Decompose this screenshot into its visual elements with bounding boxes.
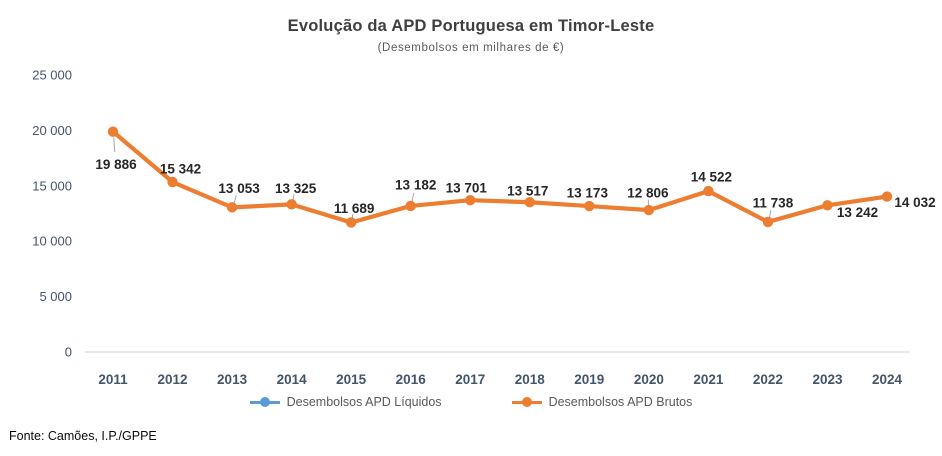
y-axis-label: 15 000 xyxy=(32,178,72,193)
source-note: Fonte: Camões, I.P./GPPE xyxy=(9,429,157,443)
data-point xyxy=(167,176,178,188)
x-axis-label: 2012 xyxy=(158,372,188,387)
data-label: 14 032 xyxy=(894,195,935,210)
data-label: 13 053 xyxy=(218,181,260,196)
data-point xyxy=(226,202,238,213)
data-point xyxy=(286,199,297,210)
data-label: 12 806 xyxy=(627,186,669,201)
leader-line xyxy=(233,195,237,205)
leader-line xyxy=(113,137,116,153)
x-axis-label: 2023 xyxy=(812,372,843,387)
y-axis-label: 5 000 xyxy=(39,289,72,304)
data-label: 13 173 xyxy=(567,186,609,201)
legend-label-liquidos: Desembolsos APD Líquidos xyxy=(286,395,442,409)
x-axis-label: 2024 xyxy=(872,372,903,387)
data-point xyxy=(405,200,416,212)
line-with-dot-marker-icon xyxy=(249,397,280,407)
y-axis-label: 10 000 xyxy=(32,234,72,249)
data-label: 11 738 xyxy=(753,195,794,210)
legend: Desembolsos APD Líquidos Desembolsos APD… xyxy=(0,395,942,409)
legend-item-liquidos: Desembolsos APD Líquidos xyxy=(249,395,442,409)
series-line-brutos xyxy=(110,129,890,225)
x-axis-label: 2015 xyxy=(336,372,367,387)
y-axis-label: 20 000 xyxy=(32,123,72,138)
data-point xyxy=(107,126,119,137)
x-axis-label: 2018 xyxy=(515,372,546,387)
data-label: 11 689 xyxy=(334,201,375,216)
x-axis-label: 2014 xyxy=(277,372,308,387)
data-label: 15 342 xyxy=(160,162,201,177)
data-label: 13 701 xyxy=(446,181,488,196)
legend-label-brutos: Desembolsos APD Brutos xyxy=(548,395,693,409)
x-axis-label: 2020 xyxy=(634,372,664,387)
y-axis-label: 0 xyxy=(65,345,72,360)
data-label: 14 522 xyxy=(691,170,732,185)
x-axis-label: 2016 xyxy=(396,372,427,387)
x-axis-label: 2013 xyxy=(217,372,248,387)
data-label: 19 886 xyxy=(95,157,137,172)
x-axis-label: 2019 xyxy=(574,372,604,387)
data-point xyxy=(345,217,357,228)
data-point xyxy=(643,204,655,216)
line-with-dot-marker-icon xyxy=(511,397,542,407)
data-point xyxy=(703,185,714,197)
x-axis-label: 2021 xyxy=(693,372,724,387)
leader-line xyxy=(411,192,415,203)
data-label: 13 242 xyxy=(837,205,878,220)
data-label: 13 182 xyxy=(395,177,436,192)
data-point xyxy=(465,194,476,206)
chart-title: Evolução da APD Portuguesa em Timor-Lest… xyxy=(287,17,655,35)
x-axis-label: 2022 xyxy=(753,372,783,387)
data-point xyxy=(524,197,535,208)
y-axis-label: 25 000 xyxy=(32,68,72,83)
data-point xyxy=(822,200,833,211)
x-axis-label: 2011 xyxy=(98,372,128,387)
data-point xyxy=(584,200,595,212)
data-label: 13 325 xyxy=(275,181,317,196)
legend-item-brutos: Desembolsos APD Brutos xyxy=(511,395,693,409)
data-label: 13 517 xyxy=(507,184,548,199)
x-axis-label: 2017 xyxy=(455,372,485,387)
data-point xyxy=(881,191,893,202)
chart-subtitle: (Desembolsos em milhares de €) xyxy=(377,42,565,54)
data-point xyxy=(762,216,774,228)
